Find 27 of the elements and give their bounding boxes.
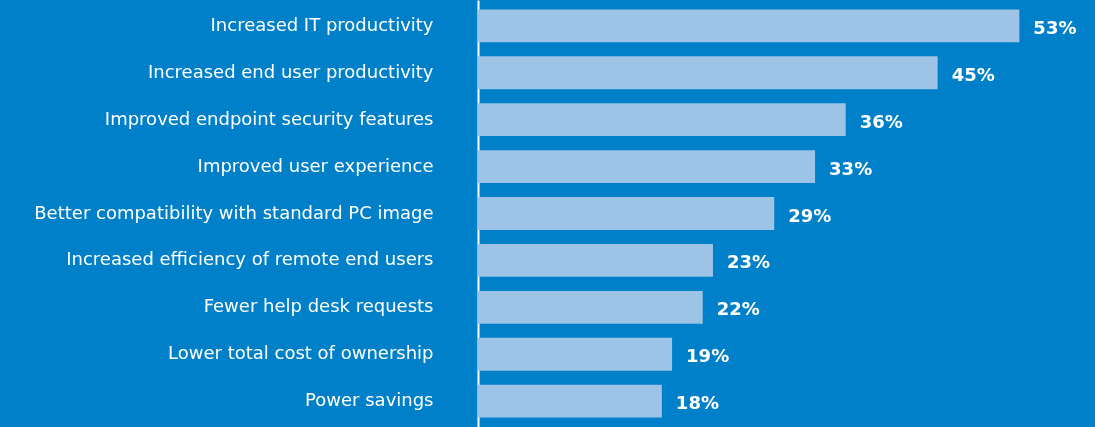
bar (478, 56, 938, 90)
y-tick-label: Better compatibility with standard PC image (34, 201, 434, 223)
data-label: 23% (726, 251, 771, 273)
y-tick-label: Fewer help desk requests (203, 295, 434, 317)
y-tick-label: Improved user experience (197, 154, 434, 176)
data-label: 33% (829, 157, 873, 179)
bar (478, 9, 1020, 43)
bar (478, 150, 816, 183)
y-tick-label: Lower total cost of ownership (168, 342, 434, 364)
bar (478, 197, 775, 230)
bar (478, 384, 662, 418)
data-label: 18% (675, 392, 719, 414)
data-label: 36% (859, 110, 903, 132)
y-tick-label: Increased end user productivity (147, 60, 434, 82)
bar (478, 103, 846, 137)
data-label: 19% (686, 345, 730, 367)
y-tick-label: Increased IT productivity (210, 13, 434, 35)
y-tick-label: Power savings (305, 389, 434, 411)
data-label: 53% (1033, 16, 1077, 38)
data-label: 45% (951, 63, 995, 85)
data-label: 22% (716, 298, 760, 320)
bar (478, 290, 703, 324)
data-label: 29% (788, 204, 832, 226)
y-tick-label: Improved endpoint security features (104, 107, 434, 129)
y-tick-label: Increased efficiency of remote end users (66, 248, 434, 270)
bar (478, 337, 673, 371)
bar (478, 244, 713, 277)
